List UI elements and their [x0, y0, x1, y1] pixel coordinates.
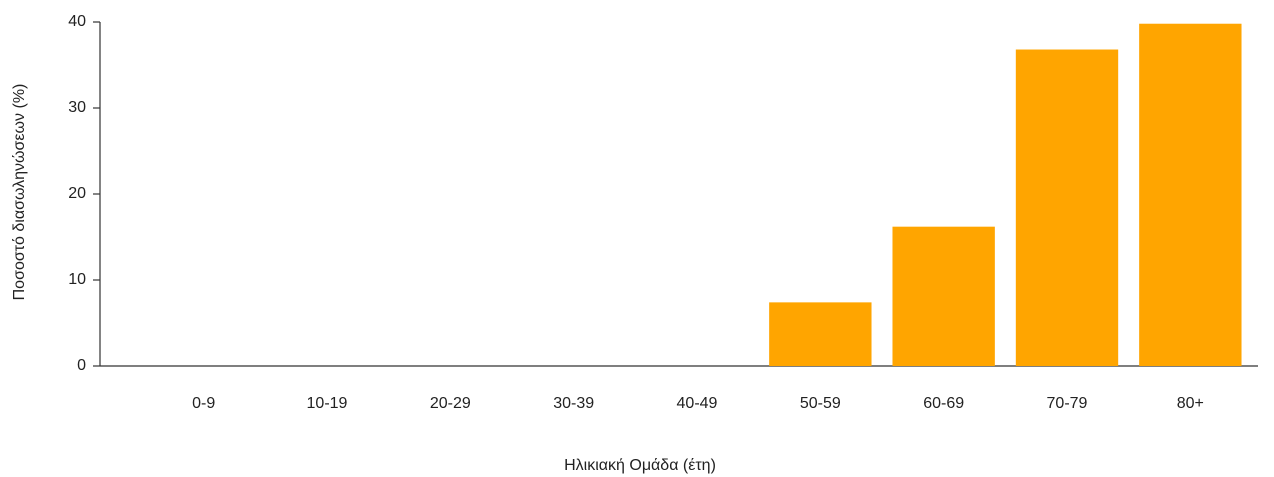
y-tick-label: 20	[68, 185, 86, 202]
x-tick-label: 40-49	[677, 395, 718, 412]
x-axis-label: Ηλικιακή Ομάδα (έτη)	[564, 457, 716, 474]
bar	[892, 226, 995, 366]
y-tick-label: 40	[68, 13, 86, 30]
y-axis-label: Ποσοστό διασωληνώσεων (%)	[11, 84, 28, 301]
bar	[769, 302, 872, 366]
y-tick-label: 30	[68, 99, 86, 116]
x-tick-label: 20-29	[430, 395, 471, 412]
x-tick-label: 30-39	[553, 395, 594, 412]
x-tick-label: 80+	[1177, 395, 1204, 412]
x-tick-label: 0-9	[192, 395, 215, 412]
bar	[1139, 23, 1242, 366]
x-tick-label: 50-59	[800, 395, 841, 412]
bar	[1015, 49, 1119, 367]
y-tick-label: 10	[68, 271, 86, 288]
y-tick-label: 0	[77, 357, 86, 374]
x-tick-label: 10-19	[307, 395, 348, 412]
x-tick-label: 60-69	[923, 395, 964, 412]
x-tick-label: 70-79	[1047, 395, 1088, 412]
